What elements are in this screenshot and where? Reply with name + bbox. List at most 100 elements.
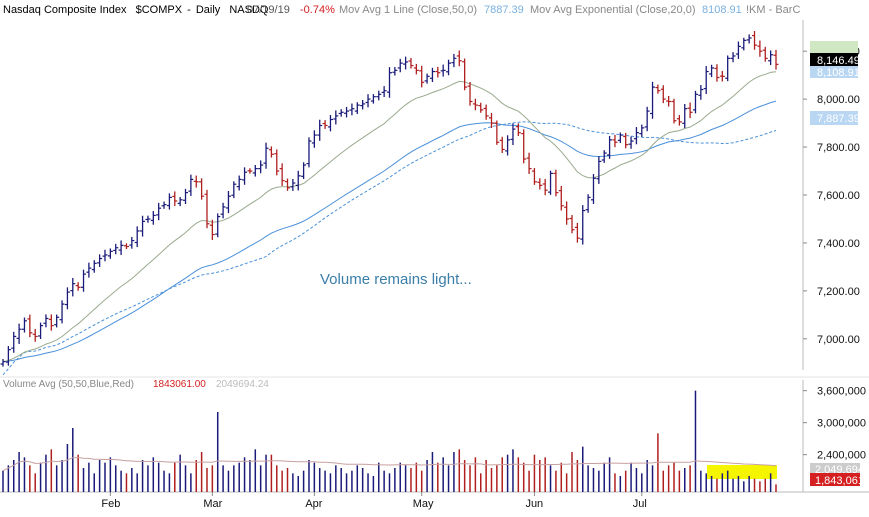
price-bar — [145, 215, 151, 223]
price-bar — [263, 142, 269, 169]
volume-y-tick-label: 3,600,000 — [817, 386, 866, 398]
price-bar — [660, 85, 666, 104]
ema50-line — [2, 100, 777, 363]
price-bar — [419, 65, 425, 88]
price-bar — [435, 66, 441, 78]
price-bar — [725, 55, 731, 82]
price-bar — [413, 63, 419, 75]
price-bar — [344, 106, 350, 118]
price-bar — [499, 136, 505, 154]
price-bar — [134, 226, 140, 248]
x-tick-label: Feb — [101, 498, 120, 510]
price-bar — [762, 46, 768, 62]
price-bar — [231, 181, 237, 199]
price-bar — [537, 178, 543, 190]
price-bar — [596, 156, 602, 184]
price-bar — [607, 135, 613, 159]
price-bar — [338, 109, 344, 117]
price-bar — [617, 132, 623, 143]
price-bar — [692, 90, 698, 114]
volume-avg-line — [2, 456, 777, 472]
price-bar — [682, 103, 688, 129]
price-bar — [247, 168, 253, 174]
annotation-text: Volume remains light... — [320, 271, 472, 288]
ema-legend-label: Mov Avg Exponential (Close,20,0) — [530, 4, 696, 16]
price-bar — [548, 170, 554, 195]
price-bar — [387, 67, 392, 98]
price-bar — [446, 59, 452, 76]
price-bar — [773, 49, 779, 70]
volume-y-tick-label: 2,400,000 — [817, 450, 866, 462]
price-y-tick-label: 8,000.00 — [817, 94, 860, 106]
index-name: Nasdaq Composite Index $COMPX - Daily NA… — [3, 4, 269, 16]
price-bar — [472, 98, 478, 111]
volume-avg-badge — [810, 463, 860, 475]
price-bar — [193, 175, 199, 188]
price-bar — [735, 41, 741, 59]
price-bar — [542, 178, 548, 196]
price-bar — [188, 174, 194, 196]
price-bar — [32, 328, 38, 342]
ma50-line — [2, 121, 777, 376]
price-bar — [730, 52, 736, 63]
price-bar — [295, 170, 301, 191]
price-bar — [494, 120, 500, 145]
price-bar — [408, 57, 414, 69]
ema-badge-bg — [810, 41, 858, 55]
header-change: -0.74% — [300, 4, 335, 16]
header-extra: !KM - BarC — [746, 4, 800, 16]
price-bar — [741, 37, 747, 51]
price-bar — [102, 249, 108, 262]
price-bar — [5, 346, 11, 366]
price-bar — [64, 287, 70, 310]
price-bar — [650, 81, 656, 119]
price-bar — [558, 185, 564, 211]
price-bar — [70, 277, 76, 297]
price-bar — [478, 102, 484, 113]
price-y-tick-label: 7,000.00 — [817, 334, 860, 346]
price-bar — [564, 201, 570, 225]
price-bar — [75, 282, 81, 291]
price-bar — [429, 67, 435, 82]
price-bar — [317, 119, 323, 141]
price-bar — [655, 84, 661, 94]
price-bar — [252, 165, 258, 177]
price-bar — [768, 50, 774, 66]
price-bar — [54, 314, 60, 328]
price-bar — [515, 123, 521, 136]
last-price-badge-text: 8,146.49 — [817, 55, 860, 67]
ema-legend-value: 8108.91 — [702, 4, 742, 16]
price-bar — [676, 115, 682, 126]
price-bar — [258, 160, 264, 174]
price-bar — [59, 300, 65, 324]
price-bar — [236, 175, 242, 191]
price-bar — [521, 129, 527, 164]
price-bar — [574, 222, 580, 243]
price-bar — [440, 64, 446, 77]
volume-last-badge — [810, 473, 860, 486]
price-bar — [590, 174, 596, 204]
price-bar — [698, 85, 704, 100]
volume-header-label: Volume Avg (50,50,Blue,Red) — [3, 379, 134, 390]
price-bar — [585, 194, 591, 213]
price-bar — [215, 213, 221, 238]
header-date: 07/19/19 — [247, 4, 290, 16]
last-price-badge — [810, 53, 858, 67]
price-bar — [27, 314, 33, 338]
volume-badges: 2,049,694 1,843,061 — [810, 463, 864, 487]
price-bar — [279, 163, 285, 186]
price-bar — [118, 240, 124, 256]
price-bar — [483, 104, 489, 120]
ma-legend-label: Mov Avg 1 Line (Close,50,0) — [339, 4, 477, 16]
price-y-tick-label: 7,800.00 — [817, 142, 860, 154]
x-tick-label: Apr — [305, 498, 322, 510]
price-bar — [628, 136, 634, 149]
price-bar — [140, 215, 146, 237]
price-bar — [580, 205, 586, 245]
price-bar — [311, 130, 317, 148]
price-bar — [719, 70, 725, 82]
price-bar — [129, 236, 135, 249]
price-bar — [209, 219, 215, 241]
x-tick-label: May — [413, 498, 434, 510]
